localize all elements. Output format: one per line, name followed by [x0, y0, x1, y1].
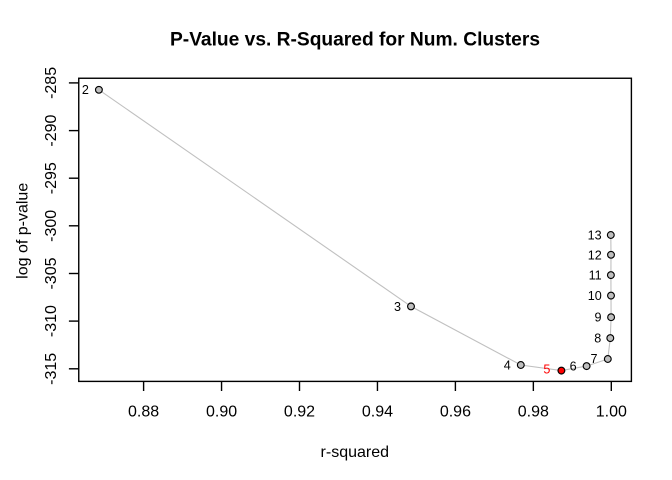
svg-text:0.88: 0.88 — [128, 404, 159, 421]
svg-text:-315: -315 — [43, 353, 60, 385]
svg-text:8: 8 — [594, 332, 601, 346]
svg-text:6: 6 — [570, 359, 577, 373]
svg-text:-285: -285 — [43, 67, 60, 99]
svg-text:0.90: 0.90 — [206, 404, 237, 421]
svg-text:3: 3 — [394, 300, 401, 314]
svg-text:r-squared: r-squared — [321, 444, 389, 461]
svg-text:5: 5 — [543, 363, 550, 377]
svg-text:-295: -295 — [43, 162, 60, 194]
svg-text:-300: -300 — [43, 210, 60, 242]
svg-text:0.94: 0.94 — [362, 404, 393, 421]
svg-text:13: 13 — [588, 228, 602, 242]
svg-text:0.96: 0.96 — [440, 404, 471, 421]
svg-text:P-Value vs. R-Squared for Num.: P-Value vs. R-Squared for Num. Clusters — [170, 30, 540, 51]
svg-text:9: 9 — [594, 311, 601, 325]
svg-text:-305: -305 — [43, 257, 60, 289]
svg-text:12: 12 — [588, 248, 602, 262]
svg-text:7: 7 — [590, 352, 597, 366]
svg-text:2: 2 — [82, 83, 89, 97]
svg-text:0.92: 0.92 — [284, 404, 315, 421]
svg-text:-290: -290 — [43, 114, 60, 146]
svg-text:4: 4 — [504, 359, 511, 373]
svg-text:-310: -310 — [43, 305, 60, 337]
svg-text:11: 11 — [589, 269, 602, 283]
svg-text:0.98: 0.98 — [518, 404, 549, 421]
svg-text:1.00: 1.00 — [596, 404, 627, 421]
svg-text:10: 10 — [588, 289, 602, 303]
svg-text:log of p-value: log of p-value — [15, 183, 32, 279]
